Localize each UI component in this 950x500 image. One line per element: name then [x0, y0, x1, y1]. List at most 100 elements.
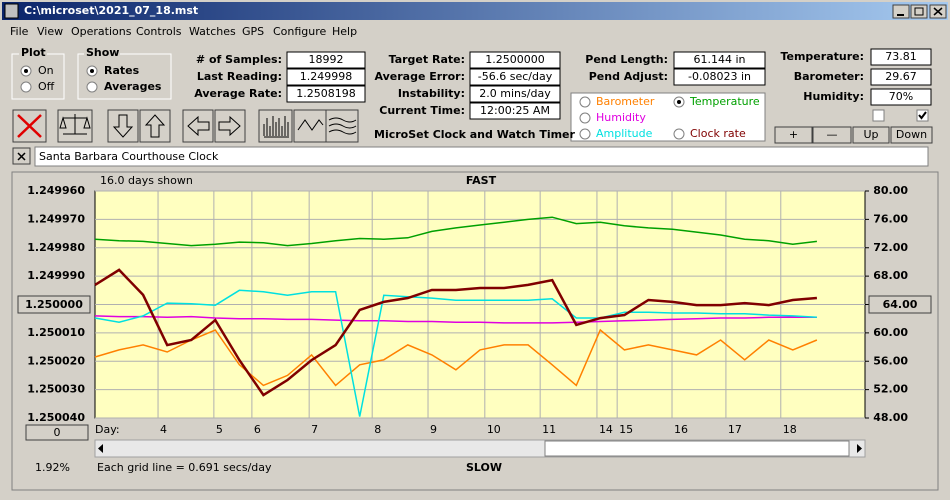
bottom-label: SLOW [466, 461, 502, 474]
radio-label: Rates [104, 64, 140, 77]
title-bar [2, 2, 948, 20]
top-label: FAST [466, 174, 497, 187]
x-tick-label: 4 [160, 423, 167, 436]
x-tick-label: 9 [430, 423, 437, 436]
minimize[interactable] [892, 4, 910, 19]
button[interactable] [812, 126, 852, 144]
legend-entry: Barometer [596, 95, 655, 108]
button-label: Up [863, 128, 878, 141]
field-value: -0.08023 in [688, 70, 751, 83]
checkbox[interactable] [872, 109, 885, 122]
radio[interactable] [86, 81, 98, 93]
series-line [94, 216, 817, 247]
field-box [673, 68, 766, 86]
clock-close-icon [17, 152, 26, 161]
wave-button[interactable] [293, 109, 327, 143]
field-label: Pend Length: [585, 53, 668, 66]
field-value: 29.67 [885, 70, 917, 83]
x-tick-label: 5 [216, 423, 223, 436]
radio-dot [677, 100, 681, 104]
field-value: 2.0 mins/day [479, 87, 551, 100]
zero-button[interactable] [25, 424, 89, 441]
field-box [870, 48, 932, 66]
menu-item: GPS [242, 25, 264, 38]
field-label: Pend Adjust: [589, 70, 668, 83]
series-line [94, 315, 817, 324]
button-label: 0 [54, 426, 61, 439]
field-box [286, 85, 366, 103]
series-box [570, 92, 766, 142]
x-tick-label: 15 [619, 423, 633, 436]
show-box-title: Show [86, 46, 119, 59]
y-tick-label: 1.249960 [27, 184, 85, 197]
maximize[interactable] [910, 4, 928, 19]
field-label: Last Reading: [197, 70, 282, 83]
y-tick-label: 1.250030 [27, 383, 85, 396]
radio[interactable] [673, 128, 685, 140]
y2-tick-label: 76.00 [873, 212, 908, 225]
y2-tick-label: 68.00 [873, 269, 908, 282]
field-box [469, 85, 561, 103]
checkmark [918, 111, 927, 120]
window-title: C:\microset\2021_07_18.mst [24, 4, 198, 17]
field-label: Humidity: [803, 90, 864, 103]
x-tick-label: 8 [374, 423, 381, 436]
field-label: Average Error: [374, 70, 465, 83]
field-value: 1.249998 [300, 70, 353, 83]
menu-item: Configure [273, 25, 327, 38]
button-label: 64.00 [883, 298, 918, 311]
field-box [286, 68, 366, 86]
field-box [870, 88, 932, 106]
radio[interactable] [579, 128, 591, 140]
field-box [286, 51, 366, 69]
y-tick-label: 1.250010 [27, 326, 85, 339]
legend-entry: Amplitude [596, 127, 653, 140]
y2-tick-label: 48.00 [873, 411, 908, 424]
button[interactable] [774, 126, 813, 144]
field-value: 61.144 in [693, 53, 745, 66]
legend-entry: Humidity [596, 111, 646, 124]
y2-tick-label: 60.00 [873, 326, 908, 339]
radio-label: Averages [104, 80, 162, 93]
field-label: Average Rate: [194, 87, 282, 100]
y2-tick-label: 52.00 [873, 383, 908, 396]
field-value: 18992 [309, 53, 344, 66]
menu-item: Watches [189, 25, 236, 38]
radio-dot [24, 69, 28, 73]
x-tick-label: 17 [728, 423, 742, 436]
right-scale-button[interactable] [868, 295, 932, 314]
x-tick-label: 11 [542, 423, 556, 436]
radio-dot [90, 69, 94, 73]
button-label: Down [896, 128, 927, 141]
menu-item: Controls [136, 25, 182, 38]
button[interactable] [890, 126, 933, 144]
radio[interactable] [579, 112, 591, 124]
toolbar [12, 109, 359, 143]
button[interactable] [852, 126, 890, 144]
button-label: — [827, 128, 838, 141]
multiwave-button[interactable] [325, 109, 359, 143]
field-label: Current Time: [379, 104, 465, 117]
radio[interactable] [579, 96, 591, 108]
menu-item: Help [332, 25, 357, 38]
x-tick-label: 16 [674, 423, 688, 436]
y-tick-label: 1.249990 [27, 269, 85, 282]
toolbar-icons [17, 114, 357, 138]
field-value: -56.6 sec/day [478, 70, 553, 83]
field-label: Temperature: [780, 50, 864, 63]
app-name: MicroSet Clock and Watch Timer [374, 128, 576, 141]
field-label: Instability: [398, 87, 465, 100]
radio-label: Off [38, 80, 55, 93]
left-scale-button[interactable] [17, 295, 91, 314]
series-line [94, 289, 817, 417]
y-tick-label: 1.250020 [27, 354, 85, 367]
menu-item: View [37, 25, 63, 38]
radio[interactable] [20, 81, 32, 93]
x-tick-label: 7 [311, 423, 318, 436]
x-tick-label: 18 [783, 423, 797, 436]
clock-name: Santa Barbara Courthouse Clock [39, 150, 219, 163]
legend-entry: Clock rate [690, 127, 746, 140]
scroll-thumb[interactable] [544, 440, 850, 457]
show-box [77, 53, 172, 100]
clock-name-field[interactable] [34, 146, 929, 167]
